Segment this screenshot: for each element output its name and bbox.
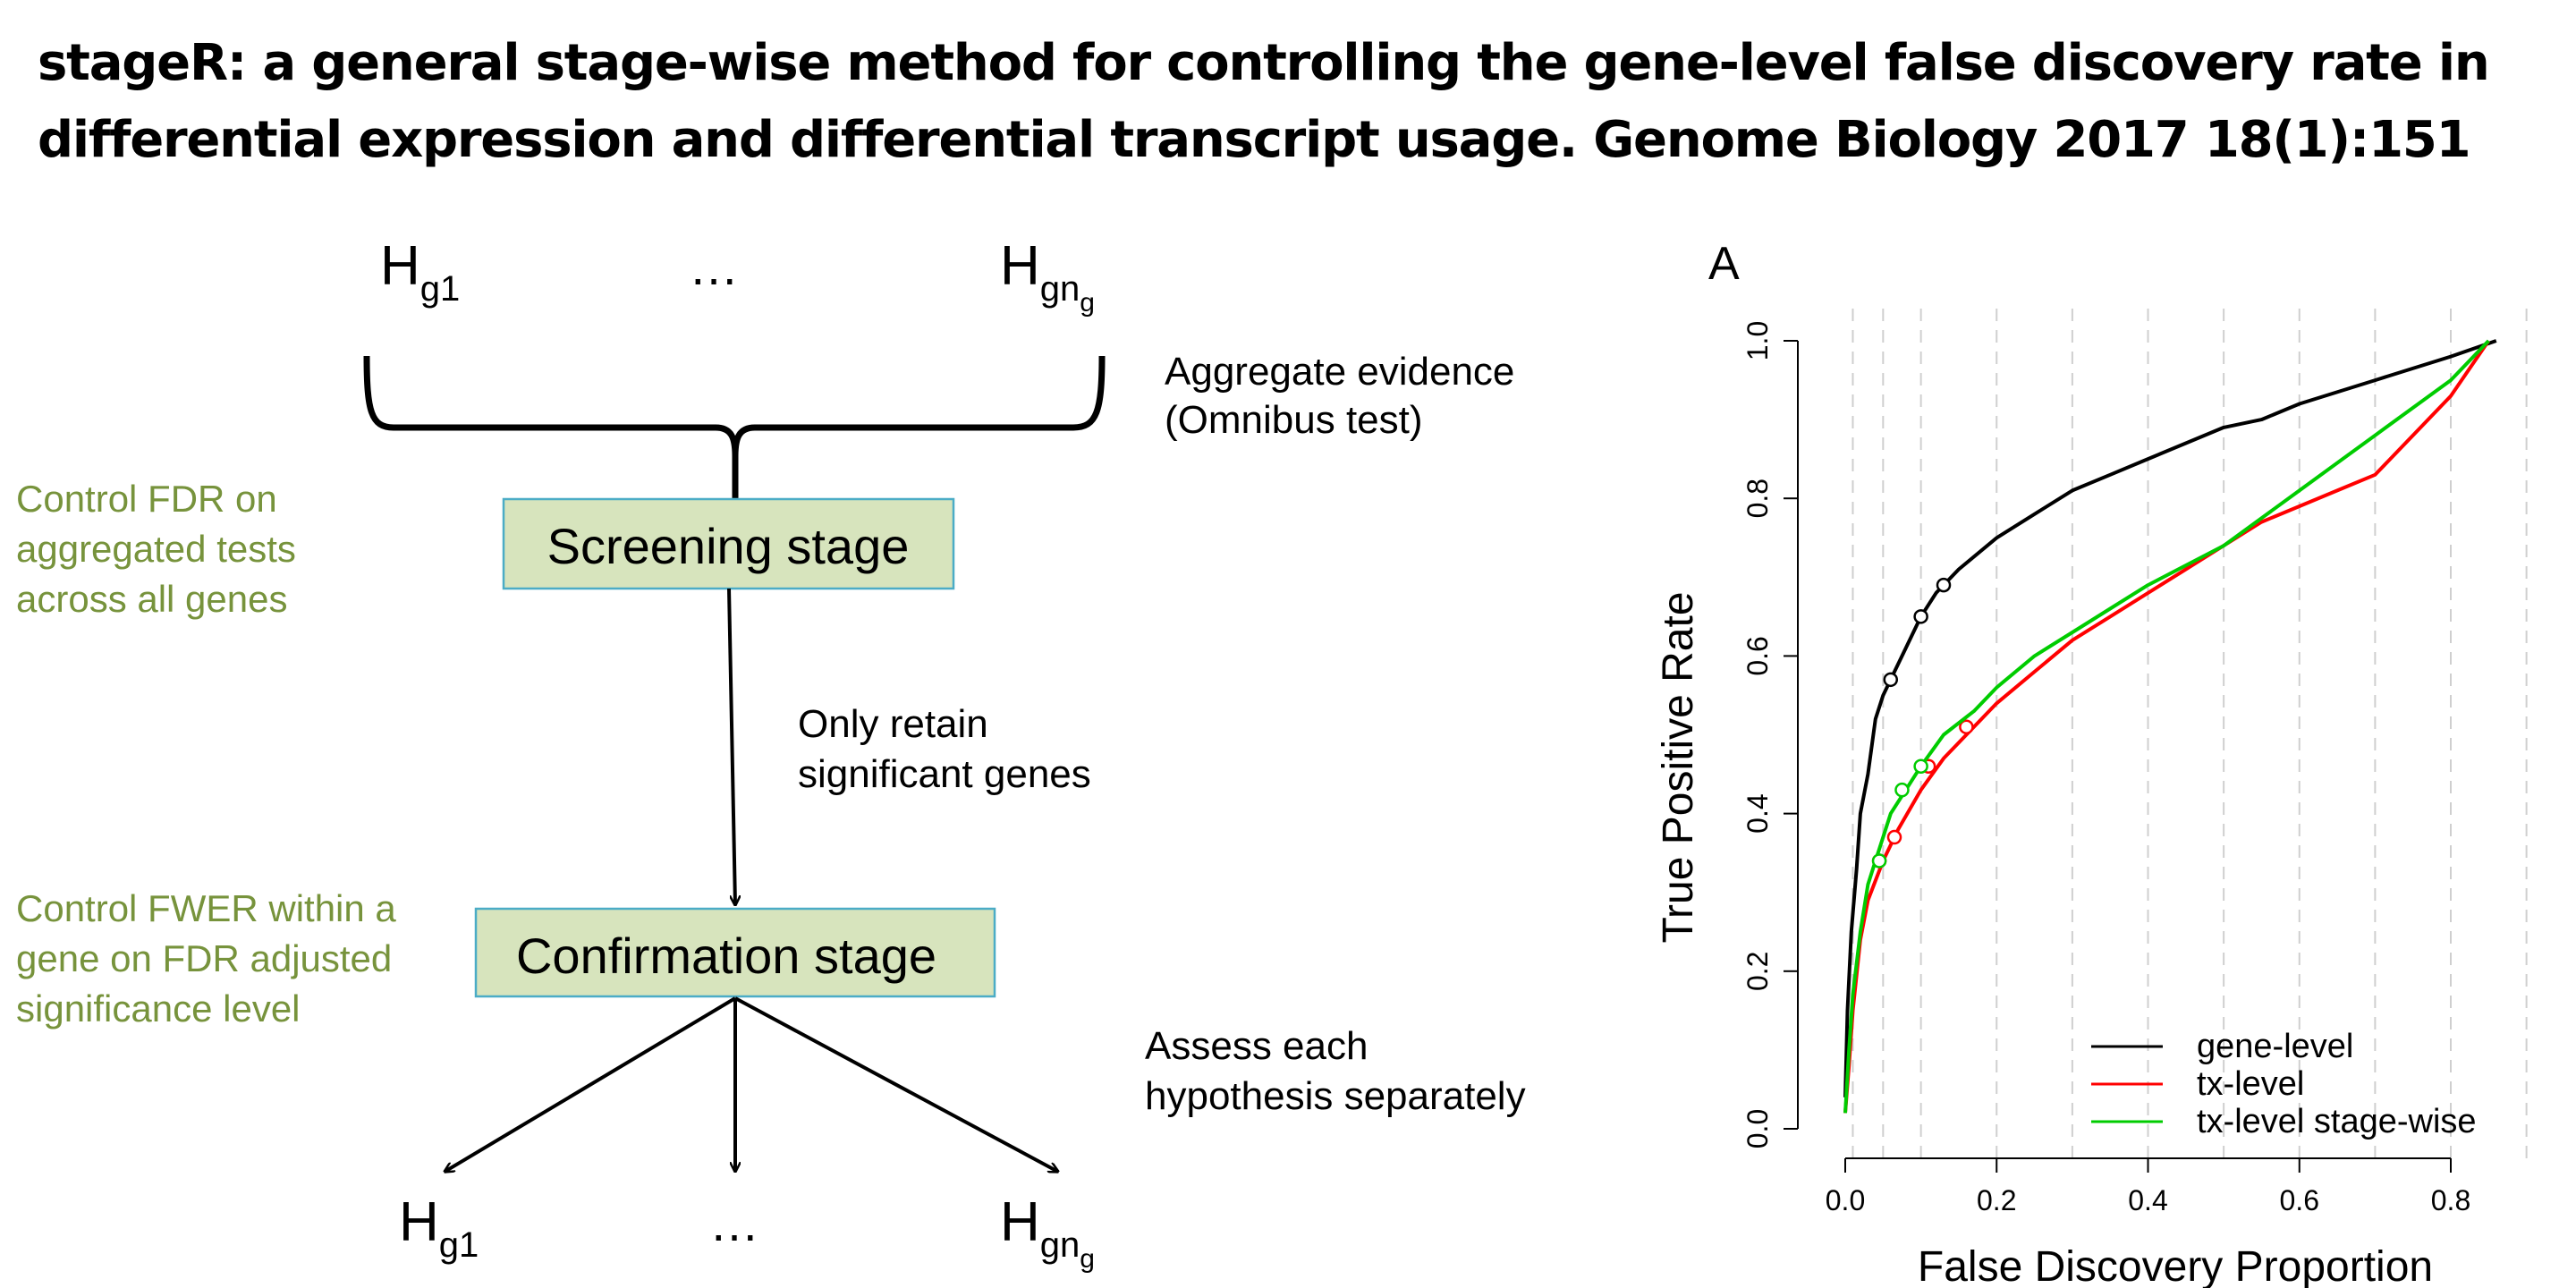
series-marker-tx-level <box>1871 853 1887 869</box>
y-tick-label: 0.6 <box>1741 636 1774 675</box>
x-tick-label: 0.8 <box>2431 1184 2470 1216</box>
screening-stage-box <box>502 497 955 590</box>
bottom-hypothesis-first: Hg1 <box>399 1191 479 1265</box>
aggregation-brace <box>363 355 1106 501</box>
assess-note: Assess each hypothesis separately <box>1145 1024 1526 1118</box>
panel-label: A <box>1708 238 1740 290</box>
chart-series <box>1843 339 2497 1114</box>
y-tick-label: 0.4 <box>1741 793 1774 833</box>
series-line-tx-level <box>1843 339 2490 1114</box>
bottom-hypothesis-last: Hgng <box>1000 1191 1095 1274</box>
legend-entry: tx-level <box>2197 1065 2304 1103</box>
stagewise-diagram: Hg1 … Hgng Aggregate evidence (Omnibus t… <box>16 235 1526 1274</box>
series-marker-tx-level <box>1886 829 1902 845</box>
split-arrow-left <box>445 996 737 1172</box>
series-marker-gene-level <box>1913 609 1928 624</box>
title-line-1: stageR: a general stage-wise method for … <box>38 34 2490 92</box>
retain-note: Only retain significant genes <box>798 702 1091 796</box>
x-tick-label: 0.4 <box>2128 1184 2167 1216</box>
y-tick-label: 0.0 <box>1741 1109 1774 1148</box>
split-arrow-right <box>734 996 1058 1172</box>
slide-title: stageR: a general stage-wise method for … <box>38 25 2524 179</box>
confirmation-stage-label: Confirmation stage <box>516 928 936 984</box>
series-marker-gene-level <box>1936 577 1952 593</box>
series-marker-tx-level-stage-wise <box>1871 853 1887 869</box>
title-line-2: differential expression and differential… <box>38 111 2471 169</box>
series-marker-tx-level-stage-wise <box>1894 782 1910 798</box>
top-hypothesis-first: Hg1 <box>380 235 460 309</box>
top-ellipsis: … <box>689 239 739 295</box>
retain-arrow <box>727 588 735 905</box>
screening-stage-label: Screening stage <box>547 518 910 574</box>
y-tick-label: 1.0 <box>1741 321 1774 360</box>
series-marker-tx-level-stage-wise <box>1913 758 1928 774</box>
chart-grid <box>1852 309 2528 1158</box>
bottom-ellipsis: … <box>709 1195 759 1251</box>
top-hypothesis-last: Hgng <box>1000 235 1095 318</box>
legend-entry: tx-level stage-wise <box>2197 1103 2477 1140</box>
y-axis-label: True Positive Rate <box>1655 591 1702 943</box>
confirmation-note: Control FWER within a gene on FDR adjust… <box>16 887 406 1030</box>
y-tick-label: 0.2 <box>1741 952 1774 991</box>
legend-entry: gene-level <box>2197 1028 2353 1065</box>
series-line-gene-level <box>1843 339 2497 1097</box>
series-marker-tx-level <box>1959 719 1974 734</box>
y-tick-label: 0.8 <box>1741 479 1774 518</box>
screening-note: Control FDR on aggregated tests across a… <box>16 478 307 620</box>
series-marker-gene-level <box>1883 672 1899 688</box>
confirmation-stage-box <box>474 907 996 998</box>
series-line-tx-level-stage-wise <box>1843 339 2490 1114</box>
x-tick-label: 0.0 <box>1826 1184 1865 1216</box>
x-tick-label: 0.6 <box>2280 1184 2319 1216</box>
chart-axes: 0.0 0.2 0.4 0.6 0.8 0.0 0.2 0.4 0.6 0.8 1.0 <box>1741 321 2470 1216</box>
x-axis-label: False Discovery Proportion <box>1918 1243 2433 1288</box>
series-marker-tx-level <box>1920 758 1936 774</box>
aggregate-note: Aggregate evidence (Omnibus test) <box>1165 350 1526 442</box>
x-tick-label: 0.2 <box>1977 1184 2016 1216</box>
